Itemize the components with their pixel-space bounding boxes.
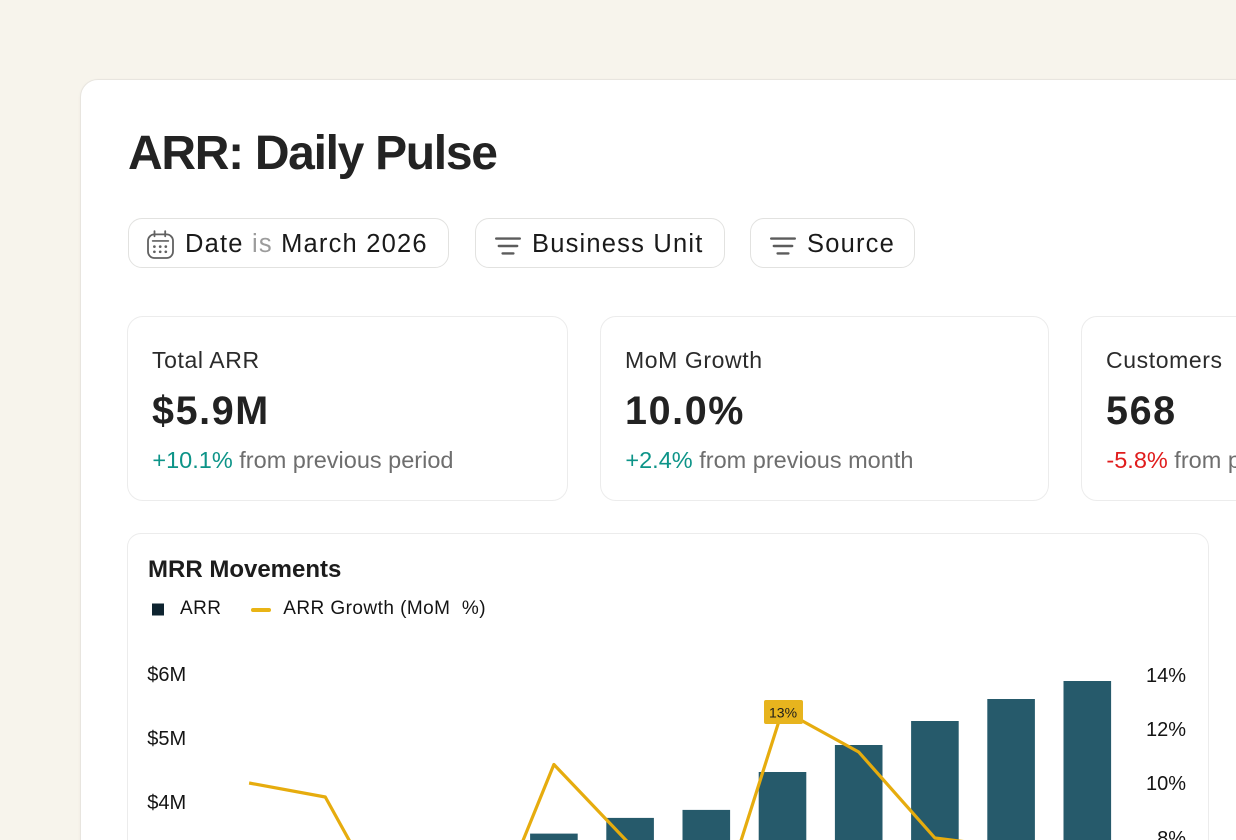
svg-text:13%: 13% bbox=[769, 705, 797, 721]
